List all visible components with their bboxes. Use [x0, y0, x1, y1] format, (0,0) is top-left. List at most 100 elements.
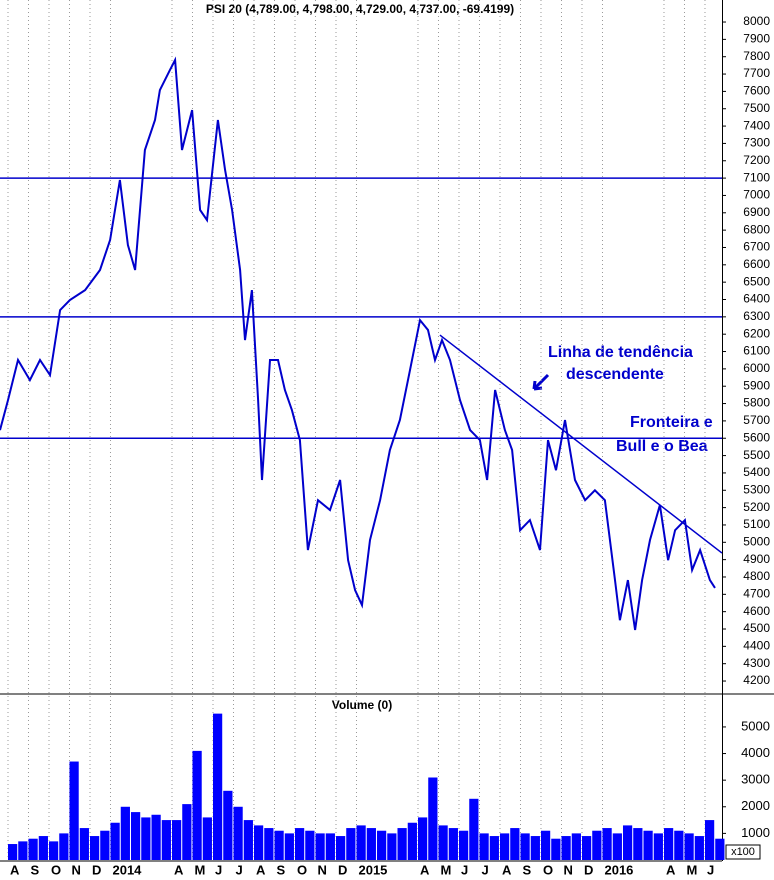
x-tick-label: N — [317, 862, 326, 877]
volume-bar — [192, 750, 202, 860]
unit-box — [725, 844, 761, 860]
x-tick-label: 2014 — [112, 862, 142, 877]
x-tick-label: N — [563, 862, 572, 877]
x-tick-label: S — [522, 862, 531, 877]
x-tick-label: O — [297, 862, 307, 877]
x-tick-label: J — [235, 862, 242, 877]
volume-bar — [325, 833, 335, 860]
unit-label: x100 — [731, 846, 755, 858]
volume-bar — [633, 828, 643, 860]
volume-bar — [335, 836, 346, 860]
volume-bar — [182, 804, 192, 860]
volume-bar — [356, 825, 366, 860]
volume-bar — [694, 836, 704, 860]
volume-bar — [151, 814, 161, 860]
y-tick-label: 6700 — [743, 240, 770, 254]
y-tick-label: 4000 — [741, 745, 770, 760]
y-tick-label: 6100 — [743, 344, 770, 358]
volume-bar — [510, 828, 520, 860]
volume-bar — [540, 830, 551, 860]
y-tick-label: 6600 — [743, 257, 770, 271]
volume-bar — [366, 828, 376, 860]
volume-bar — [7, 844, 18, 860]
y-tick-label: 6900 — [743, 205, 770, 219]
volume-bar — [120, 806, 130, 860]
volume-bar — [561, 836, 571, 860]
x-tick-label: A — [10, 862, 20, 877]
x-tick-label: M — [686, 862, 697, 877]
y-tick-label: 7700 — [743, 66, 770, 80]
volume-bar — [223, 790, 233, 860]
volume-bar — [715, 838, 725, 860]
volume-bar — [674, 830, 684, 860]
x-tick-label: O — [51, 862, 61, 877]
volume-bar — [643, 830, 653, 860]
volume-bar — [602, 828, 612, 860]
volume-bar — [38, 836, 48, 860]
volume-bar — [18, 841, 28, 860]
y-tick-label: 4700 — [743, 586, 770, 600]
x-tick-label: A — [502, 862, 512, 877]
y-tick-label: 2000 — [741, 798, 770, 813]
y-tick-label: 7000 — [743, 188, 770, 202]
volume-bar — [274, 830, 284, 860]
volume-bar — [69, 761, 79, 860]
volume-bar — [653, 833, 663, 860]
x-tick-label: J — [481, 862, 488, 877]
y-tick-label: 5300 — [743, 482, 770, 496]
volume-title: Volume (0) — [332, 698, 392, 712]
volume-bar — [469, 798, 479, 860]
annotation: Bull e o Bea — [616, 438, 708, 455]
volume-bar — [48, 841, 59, 860]
y-tick-label: 7300 — [743, 136, 770, 150]
y-tick-label: 4800 — [743, 569, 770, 583]
x-tick-label: D — [584, 862, 593, 877]
volume-bar — [253, 825, 264, 860]
volume-bar — [264, 828, 274, 860]
volume-bar — [684, 833, 694, 860]
volume-bar — [387, 833, 397, 860]
y-tick-label: 6200 — [743, 326, 770, 340]
annotation: descendente — [566, 366, 664, 383]
volume-bar — [100, 830, 110, 860]
y-tick-label: 5900 — [743, 378, 770, 392]
y-tick-label: 7400 — [743, 118, 770, 132]
volume-bar — [520, 833, 530, 860]
plot-area — [0, 56, 722, 631]
x-tick-label: 2016 — [604, 862, 633, 877]
volume-bar — [59, 833, 69, 860]
y-tick-label: 4500 — [743, 621, 770, 635]
trend-line — [439, 334, 722, 554]
x-tick-label: D — [92, 862, 101, 877]
volume-bar — [79, 828, 89, 860]
y-tick-label: 4900 — [743, 552, 770, 566]
x-tick-label: S — [30, 862, 39, 877]
volume-bar — [130, 812, 141, 860]
x-tick-label: A — [256, 862, 266, 877]
y-tick-label: 1000 — [741, 825, 770, 840]
y-tick-label: 4400 — [743, 639, 770, 653]
y-tick-label: 4600 — [743, 604, 770, 618]
y-tick-label: 7500 — [743, 101, 770, 115]
annotation: Linha de tendência — [548, 344, 693, 361]
y-tick-label: 5200 — [743, 500, 770, 514]
volume-bar — [571, 833, 581, 860]
x-tick-label: A — [666, 862, 676, 877]
chart-title: PSI 20 (4,789.00, 4,798.00, 4,729.00, 4,… — [206, 2, 514, 16]
y-tick-label: 6800 — [743, 222, 770, 236]
volume-bar — [305, 830, 315, 860]
y-tick-label: 5400 — [743, 465, 770, 479]
y-tick-label: 5700 — [743, 413, 770, 427]
y-tick-label: 8000 — [743, 14, 770, 28]
y-tick-label: 6500 — [743, 274, 770, 288]
volume-bar — [294, 828, 305, 860]
volume-bar — [243, 820, 253, 860]
x-tick-label: M — [440, 862, 451, 877]
volume-bar — [489, 836, 499, 860]
volume-bar — [141, 817, 151, 860]
volume-bar — [376, 830, 387, 860]
volume-bar — [110, 822, 120, 860]
x-tick-label: J — [461, 862, 468, 877]
